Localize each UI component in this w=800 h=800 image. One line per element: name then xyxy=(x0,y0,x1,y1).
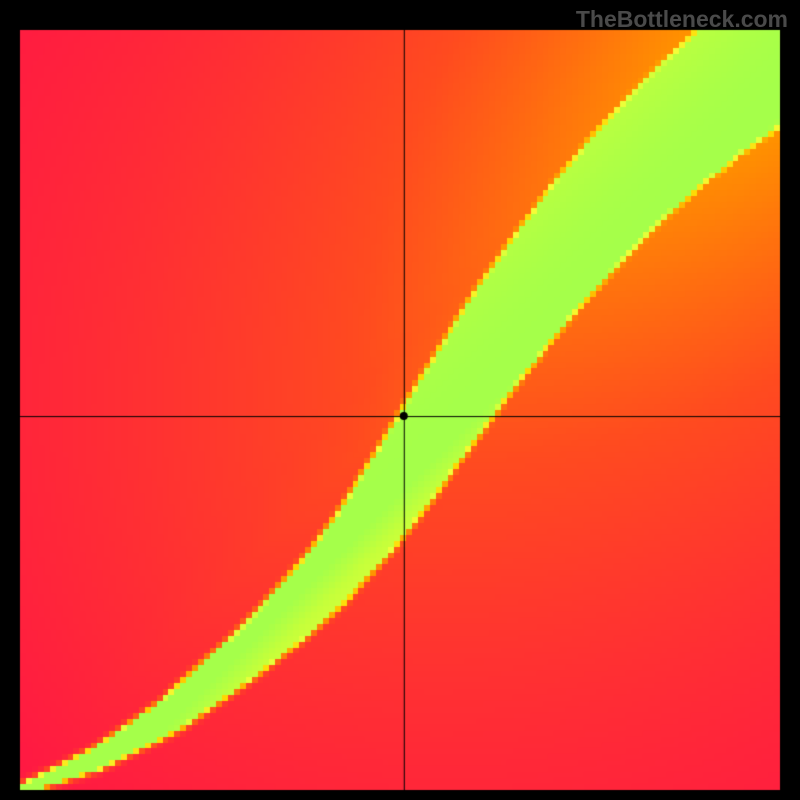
chart-container: TheBottleneck.com xyxy=(0,0,800,800)
bottleneck-heatmap xyxy=(0,0,800,800)
watermark-text: TheBottleneck.com xyxy=(576,6,788,33)
